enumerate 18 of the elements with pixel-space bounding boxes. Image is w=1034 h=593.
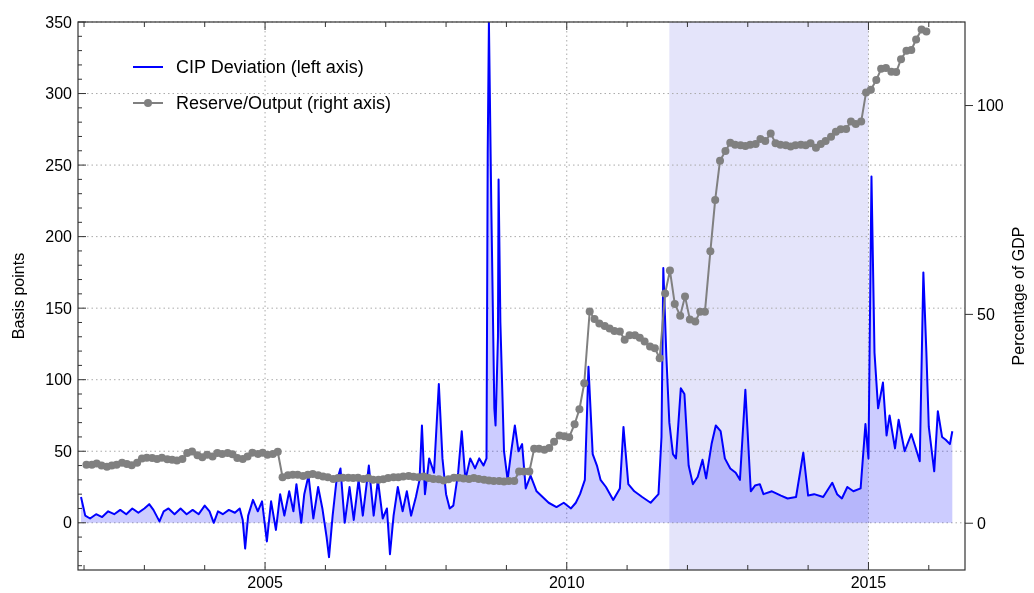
x-tick-label: 2015 [850, 574, 887, 591]
x-tick-label: 2010 [548, 574, 585, 591]
legend-label: Reserve/Output (right axis) [176, 93, 392, 114]
y-axis-title: Basis points [10, 252, 27, 340]
y-tick-label: 150 [45, 299, 73, 317]
y-tick-label: 50 [54, 442, 73, 460]
y2-axis-title: Percentage of GDP [1010, 226, 1027, 366]
y2-tick-label: 50 [977, 305, 995, 323]
x-tick-label: 2005 [247, 574, 283, 591]
y-tick-label: 200 [45, 228, 73, 246]
y2-tick-label: 0 [977, 514, 986, 532]
y-tick-label: 350 [45, 13, 73, 31]
y-tick-label: 0 [63, 514, 73, 532]
y2-tick-label: 100 [977, 97, 1004, 115]
y-tick-label: 100 [45, 371, 73, 389]
y-tick-label: 250 [45, 156, 73, 174]
legend-label: CIP Deviation (left axis) [176, 57, 364, 78]
y-tick-label: 300 [45, 85, 73, 103]
